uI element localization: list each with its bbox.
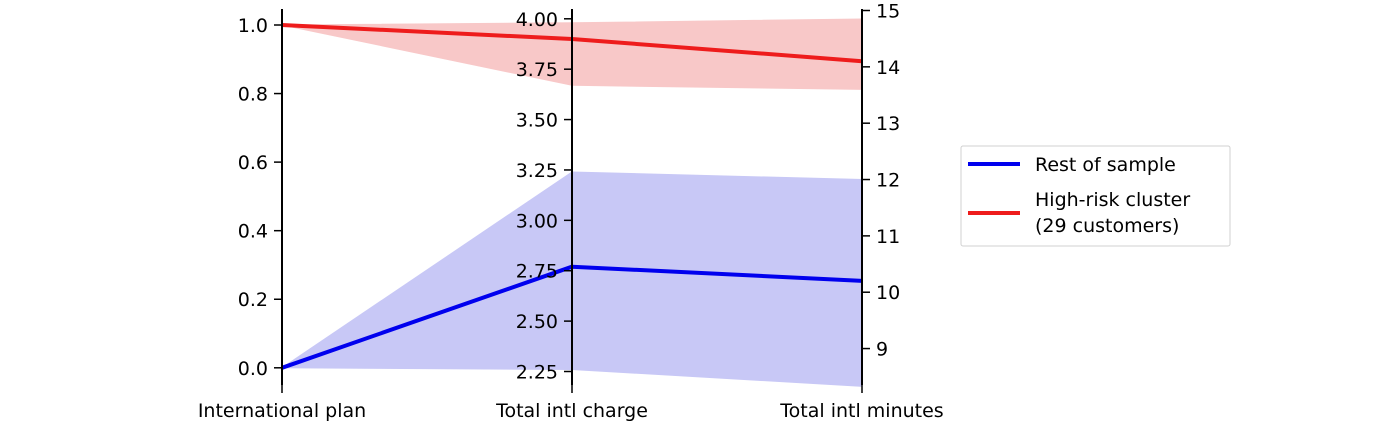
axis-2-tick-label: 13 (876, 113, 900, 135)
axis-0-tick-label: 0.0 (238, 358, 268, 380)
axis-1-label: Total intl charge (495, 400, 648, 422)
axis-1-tick-label: 2.50 (516, 311, 558, 333)
axis-2-tick-label: 11 (876, 226, 900, 248)
axis-1-tick-label: 3.25 (516, 160, 558, 182)
axis-2-tick-label: 14 (876, 57, 900, 79)
axis-1-tick-label: 3.75 (516, 59, 558, 81)
axis-0-label: International plan (198, 400, 366, 422)
legend: Rest of sample High-risk cluster (29 custo… (960, 145, 1231, 247)
axis-0-tick-label: 0.4 (238, 221, 268, 243)
axis-2-tick-label: 15 (876, 1, 900, 23)
axis-2-tick-label: 9 (876, 339, 888, 361)
axis-category-labels: International plan Total intl charge Total… (198, 385, 944, 422)
legend-label-high-risk-count: (29 customers) (1035, 215, 1179, 237)
axis-1-tick-label: 4.00 (516, 9, 558, 31)
axis-2-tick-label: 10 (876, 282, 900, 304)
legend-frame (960, 145, 1231, 247)
legend-label-rest: Rest of sample (1035, 154, 1176, 176)
axis-0-tick-label: 0.6 (238, 152, 268, 174)
axis-1-tick-label: 3.00 (516, 210, 558, 232)
axis-2-label: Total intl minutes (779, 400, 943, 422)
axis-0-tick-label: 0.8 (238, 84, 268, 106)
axis-0-tick-label: 0.2 (238, 289, 268, 311)
axis-1-tick-label: 2.25 (516, 362, 558, 384)
axis-1-tick-label: 2.75 (516, 261, 558, 283)
axis-1-tick-label: 3.50 (516, 110, 558, 132)
axis-2-tick-label: 12 (876, 170, 900, 192)
axes: 0.0 0.2 0.4 0.6 0.8 1.0 2.25 2.50 2.75 3.00 3.25 3.… (238, 1, 900, 385)
axis-0-tick-label: 1.0 (238, 15, 268, 37)
legend-label-high-risk: High-risk cluster (1035, 189, 1190, 211)
